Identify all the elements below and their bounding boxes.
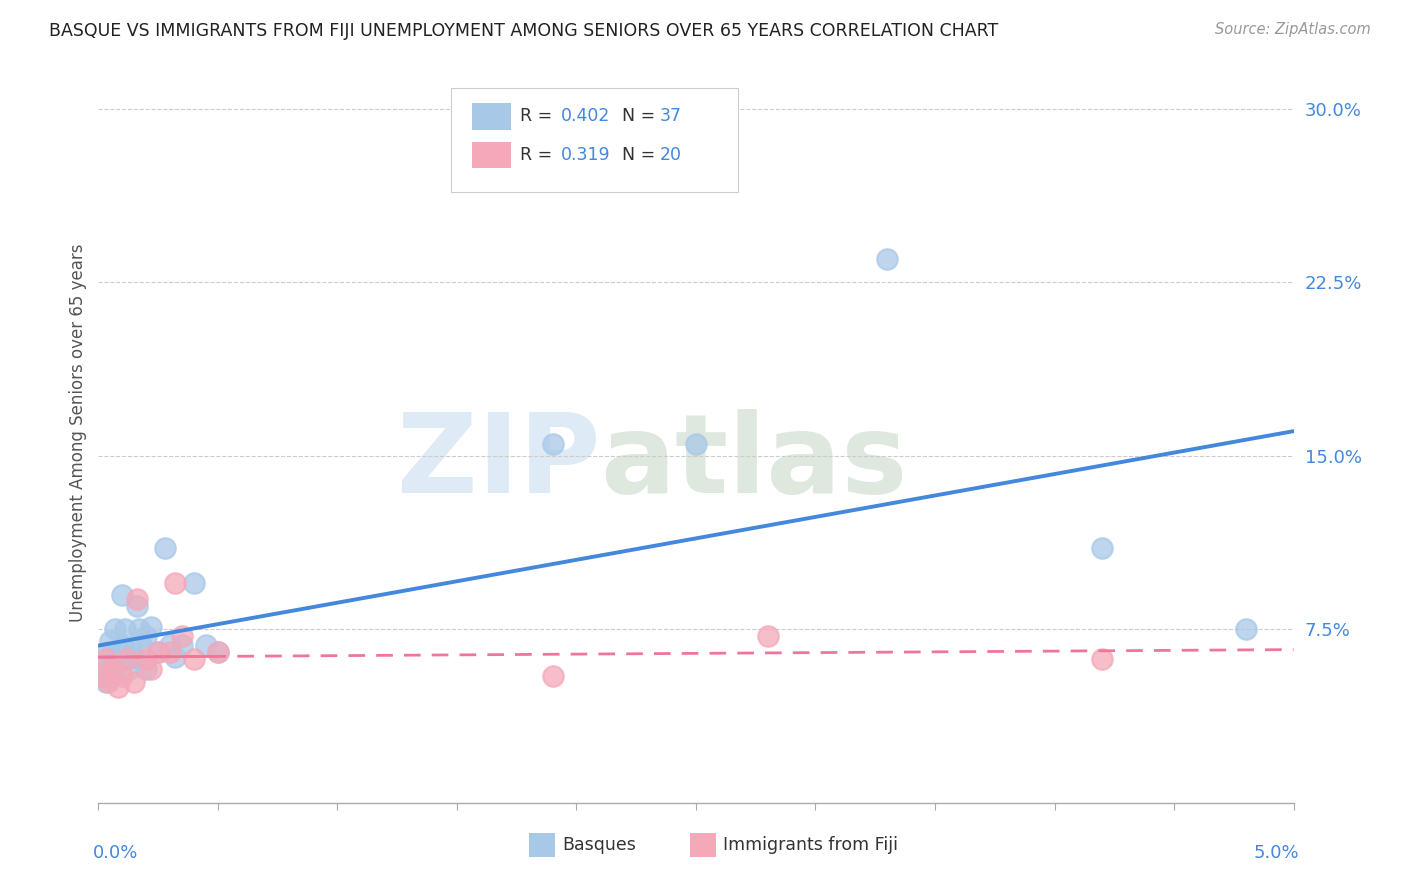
Point [139,620,162,634]
Bar [690,833,716,857]
Point [1091,652,1114,666]
Point [124,675,146,690]
Point [101,662,124,676]
Point [98,657,122,671]
Point [108,645,131,659]
Point [135,652,157,666]
Point [101,668,124,682]
Text: N =: N = [621,146,661,164]
Point [183,652,205,666]
Text: 20: 20 [661,146,682,164]
Point [128,622,150,636]
Point [91,668,114,682]
FancyBboxPatch shape [451,88,738,192]
Point [94,675,117,690]
Text: Basques: Basques [562,836,636,854]
Text: atlas: atlas [600,409,908,516]
Text: 37: 37 [661,108,682,126]
Point [118,662,141,676]
Point [139,662,162,676]
Text: R =: R = [520,108,558,126]
Point [94,657,117,671]
Text: 0.319: 0.319 [561,146,610,164]
Point [97,662,120,676]
Point [114,622,136,636]
Point [111,588,134,602]
Point [104,622,127,636]
Point [541,668,564,682]
Text: N =: N = [621,108,661,126]
Point [183,576,205,591]
Point [115,652,138,666]
Point [135,629,157,643]
Point [1091,541,1114,556]
Point [135,662,157,676]
Point [159,639,181,653]
Point [163,650,186,665]
Point [172,639,194,653]
Text: 0.0%: 0.0% [93,844,138,862]
Point [125,599,148,614]
Point [541,437,564,451]
Point [111,639,134,653]
Text: Immigrants from Fiji: Immigrants from Fiji [724,836,898,854]
Point [155,541,177,556]
Point [111,668,134,682]
Point [125,592,148,607]
Text: ZIP: ZIP [396,409,600,516]
Bar [472,142,510,169]
Y-axis label: Unemployment Among Seniors over 65 years: Unemployment Among Seniors over 65 years [69,244,87,622]
Point [195,639,218,653]
Point [876,252,898,266]
Point [131,639,153,653]
Point [207,645,229,659]
Point [756,629,779,643]
Text: BASQUE VS IMMIGRANTS FROM FIJI UNEMPLOYMENT AMONG SENIORS OVER 65 YEARS CORRELAT: BASQUE VS IMMIGRANTS FROM FIJI UNEMPLOYM… [49,22,998,40]
Point [97,645,120,659]
Text: 5.0%: 5.0% [1254,844,1299,862]
Point [91,668,114,682]
Text: 0.402: 0.402 [561,108,610,126]
Point [97,675,120,690]
Point [115,652,138,666]
Text: Source: ZipAtlas.com: Source: ZipAtlas.com [1215,22,1371,37]
Bar [472,103,510,130]
Point [163,576,186,591]
Point [98,633,122,648]
Point [121,645,143,659]
Point [172,629,194,643]
Point [685,437,707,451]
Point [107,652,129,666]
Point [207,645,229,659]
Text: R =: R = [520,146,558,164]
Point [94,652,117,666]
Point [159,645,181,659]
Point [124,650,146,665]
Point [1234,622,1257,636]
Point [148,645,170,659]
Point [148,645,170,659]
Point [107,680,129,694]
Bar [529,833,555,857]
